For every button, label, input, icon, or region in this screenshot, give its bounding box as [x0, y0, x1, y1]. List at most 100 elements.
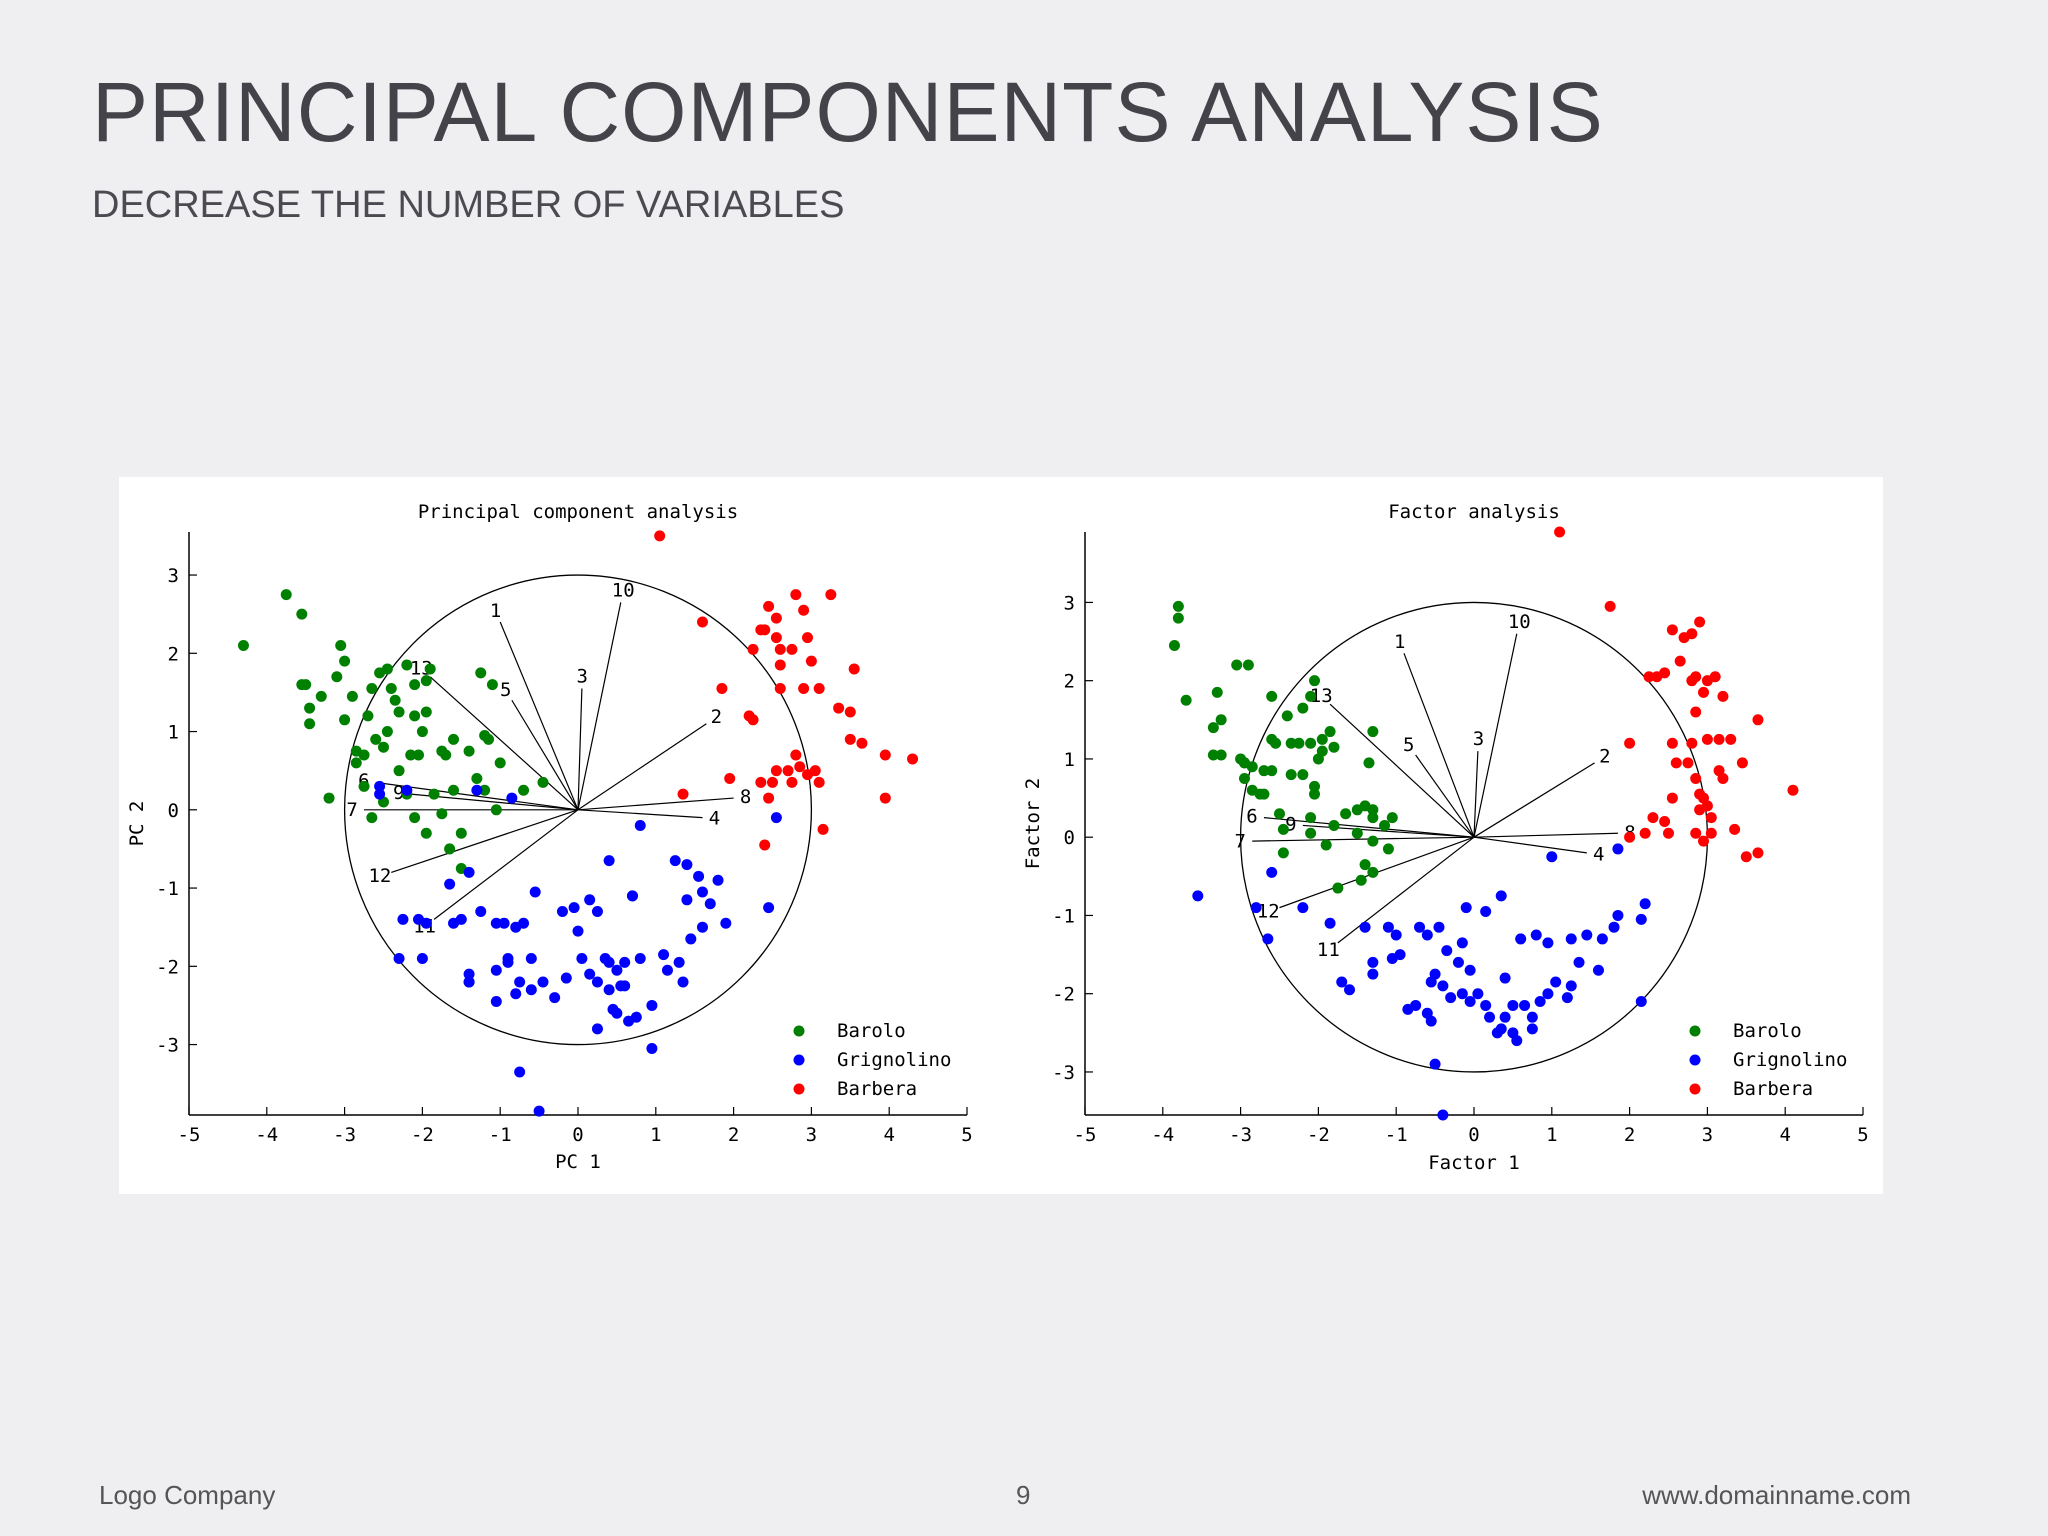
point-barolo [1211, 686, 1223, 698]
point-barbera [1686, 628, 1698, 640]
point-barbera [833, 702, 845, 714]
loading-label-1: 1 [1394, 631, 1405, 653]
point-grignolino [1542, 988, 1554, 1000]
point-barbera [1624, 737, 1636, 749]
point-barolo [1309, 780, 1321, 792]
point-barolo [1363, 757, 1375, 769]
point-barolo [1258, 765, 1270, 777]
loading-label-4: 4 [1593, 843, 1604, 865]
point-grignolino [591, 906, 603, 918]
point-grignolino [1550, 976, 1562, 988]
point-grignolino [1573, 956, 1585, 968]
point-grignolino [475, 906, 487, 918]
point-grignolino [506, 792, 518, 804]
point-grignolino [397, 913, 409, 925]
point-barolo [1285, 737, 1297, 749]
point-barbera [1682, 757, 1694, 769]
loading-label-12: 12 [1257, 901, 1280, 923]
point-barbera [716, 683, 728, 695]
point-barolo [1277, 847, 1289, 859]
point-barbera [825, 589, 837, 601]
y-axis-label: Factor 2 [1022, 778, 1044, 870]
point-barolo [1238, 773, 1250, 785]
point-grignolino [537, 976, 549, 988]
legend-label-barolo: Barolo [837, 1020, 906, 1042]
legend-label-grignolino: Grignolino [1733, 1049, 1847, 1071]
loading-vector-5 [1415, 754, 1475, 838]
point-barolo [463, 745, 475, 757]
point-grignolino [603, 855, 615, 867]
x-tick-label: 1 [650, 1124, 661, 1146]
point-barolo [448, 733, 460, 745]
point-barolo [537, 776, 549, 788]
y-tick-label: 0 [1064, 827, 1075, 849]
point-grignolino [1445, 992, 1457, 1004]
point-barbera [856, 737, 868, 749]
point-barolo [1379, 819, 1391, 831]
point-barolo [1266, 733, 1278, 745]
loading-vector-5 [511, 699, 579, 811]
point-barbera [802, 632, 814, 644]
point-grignolino [712, 874, 724, 886]
point-grignolino [1464, 996, 1476, 1008]
point-barolo [1305, 690, 1317, 702]
x-tick-label: 2 [1624, 1124, 1635, 1146]
point-barbera [774, 643, 786, 655]
point-grignolino [1526, 1011, 1538, 1023]
point-grignolino [463, 866, 475, 878]
x-axis-label: PC 1 [555, 1151, 601, 1173]
point-grignolino [626, 890, 638, 902]
point-grignolino [591, 976, 603, 988]
point-grignolino [1534, 996, 1546, 1008]
point-barolo [358, 780, 370, 792]
point-barbera [774, 659, 786, 671]
footer-company: Logo Company [99, 1480, 276, 1510]
point-grignolino [693, 870, 705, 882]
loading-label-9: 9 [393, 782, 404, 804]
point-barbera [1752, 847, 1764, 859]
y-tick-label: -2 [156, 956, 179, 978]
legend-label-barbera: Barbera [837, 1078, 917, 1100]
footer-page-number: 9 [1016, 1480, 1031, 1510]
point-grignolino [646, 1042, 658, 1054]
point-barolo [420, 706, 432, 718]
loading-vector-6 [1263, 817, 1475, 838]
point-barbera [1725, 733, 1737, 745]
loading-label-9: 9 [1285, 814, 1296, 836]
point-barbera [743, 710, 755, 722]
point-grignolino [615, 980, 627, 992]
chart-title: Principal component analysis [418, 501, 738, 523]
x-tick-label: 4 [883, 1124, 894, 1146]
point-barolo [444, 843, 456, 855]
point-barbera [1690, 706, 1702, 718]
loading-label-5: 5 [500, 679, 511, 701]
x-tick-label: 0 [572, 1124, 583, 1146]
point-grignolino [502, 952, 514, 964]
loading-vector-3 [577, 688, 583, 810]
point-barbera [790, 589, 802, 601]
loading-label-10: 10 [1508, 611, 1531, 633]
point-barolo [1297, 769, 1309, 781]
x-tick-label: 3 [1702, 1124, 1713, 1146]
loading-label-7: 7 [346, 799, 357, 821]
point-barbera [759, 624, 771, 636]
point-grignolino [1414, 921, 1426, 933]
correlation-circle [1239, 601, 1709, 1073]
point-barolo [1324, 726, 1336, 738]
x-tick-label: 5 [1857, 1124, 1868, 1146]
point-barbera [879, 749, 891, 761]
point-grignolino [525, 984, 537, 996]
point-barbera [782, 765, 794, 777]
point-barolo [1266, 765, 1278, 777]
loading-vector-1 [499, 621, 579, 811]
point-barolo [1367, 835, 1379, 847]
loading-label-3: 3 [1473, 728, 1484, 750]
point-barbera [1686, 737, 1698, 749]
point-grignolino [525, 952, 537, 964]
point-grignolino [1519, 999, 1531, 1011]
x-tick-label: 3 [806, 1124, 817, 1146]
point-barolo [1309, 788, 1321, 800]
loading-vector-8 [577, 797, 734, 811]
point-barbera [763, 600, 775, 612]
x-tick-label: 1 [1546, 1124, 1557, 1146]
